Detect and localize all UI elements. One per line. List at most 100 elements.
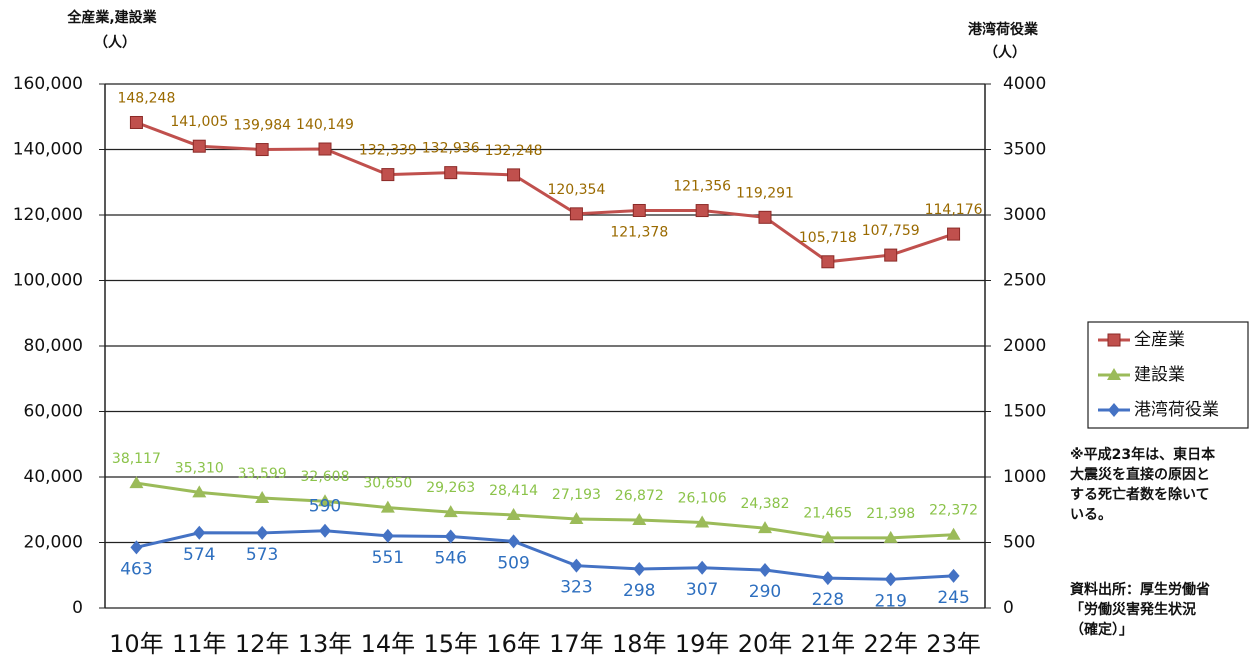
annotation: いる。 [1070, 507, 1112, 523]
data-label: 219 [874, 591, 906, 611]
data-label: 121,378 [610, 224, 668, 240]
data-label: 21,465 [803, 506, 852, 522]
y-tick-label: 20,000 [24, 533, 83, 553]
data-point [758, 521, 772, 534]
x-tick-label: 18年 [612, 630, 667, 658]
y2-axis-title: （人） [984, 44, 1026, 61]
data-label: 107,759 [862, 223, 920, 239]
data-label: 141,005 [170, 114, 228, 130]
y-axis-title: 全産業,建設業 [66, 9, 157, 26]
y2-tick-label: 2500 [1003, 271, 1046, 291]
data-label: 509 [497, 553, 529, 573]
data-label: 29,263 [426, 480, 475, 496]
data-point [318, 142, 332, 156]
annotation: 大震災を直接の原因と [1070, 466, 1210, 483]
data-point [129, 476, 144, 489]
data-point [947, 568, 960, 583]
data-point [758, 210, 772, 224]
data-point [381, 168, 395, 182]
data-label: 590 [309, 497, 341, 517]
series-line [136, 529, 954, 581]
data-label: 121,356 [673, 179, 731, 195]
data-point [381, 528, 394, 543]
data-label: 35,310 [175, 460, 224, 476]
data-label: 26,872 [615, 488, 664, 504]
annotation: ※平成23年は、東日本 [1070, 446, 1216, 463]
data-point [570, 558, 583, 573]
data-point [506, 507, 521, 520]
data-point [820, 530, 835, 543]
y-tick-label: 160,000 [13, 74, 83, 94]
data-point [507, 534, 520, 549]
y2-tick-label: 500 [1003, 533, 1035, 553]
x-tick-label: 20年 [738, 630, 793, 658]
data-point [884, 248, 898, 262]
data-label: 463 [120, 559, 152, 579]
data-point [569, 207, 583, 221]
data-point [632, 203, 646, 217]
y-axis-title: （人） [94, 34, 136, 51]
y2-axis-title: 港湾荷役業 [968, 21, 1039, 38]
data-label: 119,291 [736, 185, 794, 201]
legend-label: 建設業 [1134, 365, 1185, 385]
y2-tick-label: 2000 [1003, 336, 1046, 356]
y2-tick-label: 0 [1003, 598, 1014, 618]
x-tick-label: 17年 [549, 630, 604, 658]
x-tick-label: 10年 [109, 630, 164, 658]
y-tick-label: 100,000 [13, 271, 83, 291]
data-label: 32,608 [301, 469, 350, 485]
data-point [633, 561, 646, 576]
data-point [129, 115, 143, 129]
data-label: 24,382 [741, 496, 790, 512]
data-label: 132,936 [422, 141, 480, 157]
y-tick-label: 0 [72, 598, 83, 618]
y2-tick-label: 4000 [1003, 74, 1046, 94]
data-label: 298 [623, 581, 655, 601]
data-point [947, 227, 961, 241]
y-tick-label: 40,000 [24, 467, 83, 487]
data-point [380, 500, 395, 513]
data-label: 573 [246, 545, 278, 565]
data-label: 546 [434, 548, 466, 568]
data-label: 26,106 [678, 491, 727, 507]
data-point [946, 527, 961, 540]
data-label: 290 [749, 582, 781, 602]
data-point [695, 204, 709, 218]
x-tick-label: 14年 [361, 630, 416, 658]
data-label: 22,372 [929, 503, 978, 519]
series-line [136, 481, 954, 540]
series-line [135, 121, 955, 264]
data-point [130, 540, 143, 555]
x-tick-label: 19年 [675, 630, 730, 658]
data-point [444, 529, 457, 544]
data-point [884, 572, 897, 587]
data-point [256, 525, 269, 540]
annotation: （確定）」 [1070, 621, 1133, 638]
data-label: 140,149 [296, 117, 354, 133]
data-point [443, 505, 458, 518]
x-tick-label: 13年 [298, 630, 353, 658]
x-tick-label: 23年 [926, 630, 981, 658]
legend-marker [1108, 403, 1120, 417]
data-point [507, 168, 521, 182]
annotation: 資料出所：厚生労働省 [1070, 581, 1210, 598]
data-point [883, 530, 898, 543]
data-point [255, 490, 270, 503]
data-point [695, 515, 710, 528]
x-tick-label: 11年 [172, 630, 227, 658]
y-tick-label: 140,000 [13, 140, 83, 160]
y-tick-label: 80,000 [24, 336, 83, 356]
y2-tick-label: 1000 [1003, 467, 1046, 487]
data-label: 105,718 [799, 230, 857, 246]
data-label: 132,339 [359, 143, 417, 159]
y2-tick-label: 1500 [1003, 402, 1046, 422]
x-tick-label: 12年 [235, 630, 290, 658]
data-point [255, 143, 269, 157]
x-tick-label: 15年 [423, 630, 478, 658]
data-point [632, 512, 647, 525]
data-point [821, 255, 835, 269]
legend-label: 港湾荷役業 [1134, 400, 1219, 420]
data-label: 228 [812, 590, 844, 610]
x-tick-label: 16年 [486, 630, 541, 658]
